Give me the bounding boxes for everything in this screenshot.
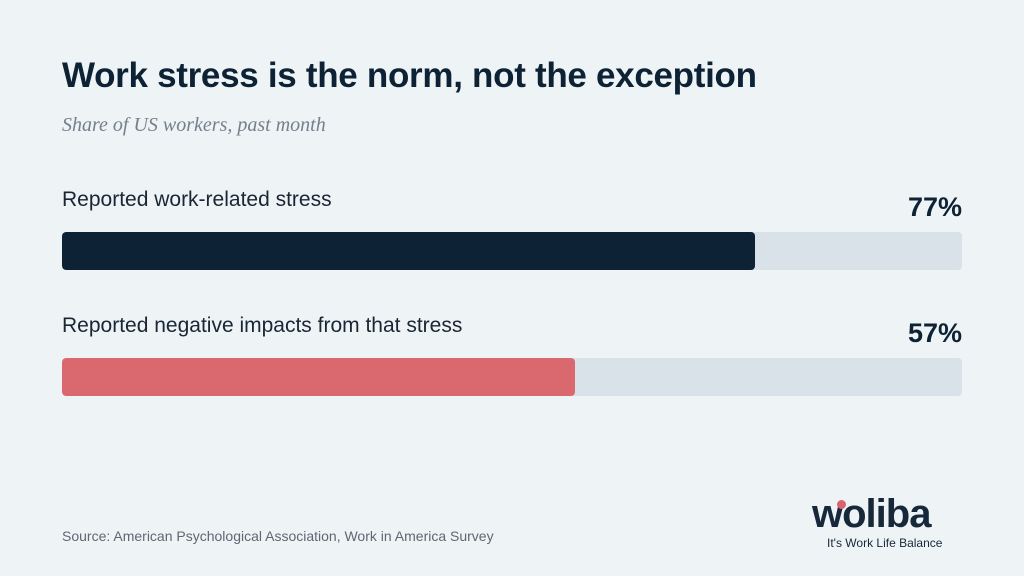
bar-1: [62, 232, 755, 270]
bar-label-2: Reported negative impacts from that stre…: [62, 314, 463, 337]
logo-tagline: It's Work Life Balance: [827, 536, 943, 550]
bar-2: [62, 358, 575, 396]
bar-value-label-2: 57%: [907, 318, 962, 348]
logo-wordmark: woliba: [812, 492, 931, 536]
chart-title: Work stress is the norm, not the excepti…: [62, 56, 757, 95]
bar-value-label-1: 77%: [907, 192, 962, 222]
woliba-logo: woliba It's Work Life Balance: [812, 494, 960, 554]
bar-track-1: [62, 232, 962, 270]
chart-subtitle: Share of US workers, past month: [62, 114, 326, 136]
bar-track-2: [62, 358, 962, 396]
source-note: Source: American Psychological Associati…: [62, 528, 494, 544]
logo-dot: [837, 500, 846, 509]
bar-label-1: Reported work-related stress: [62, 188, 332, 211]
